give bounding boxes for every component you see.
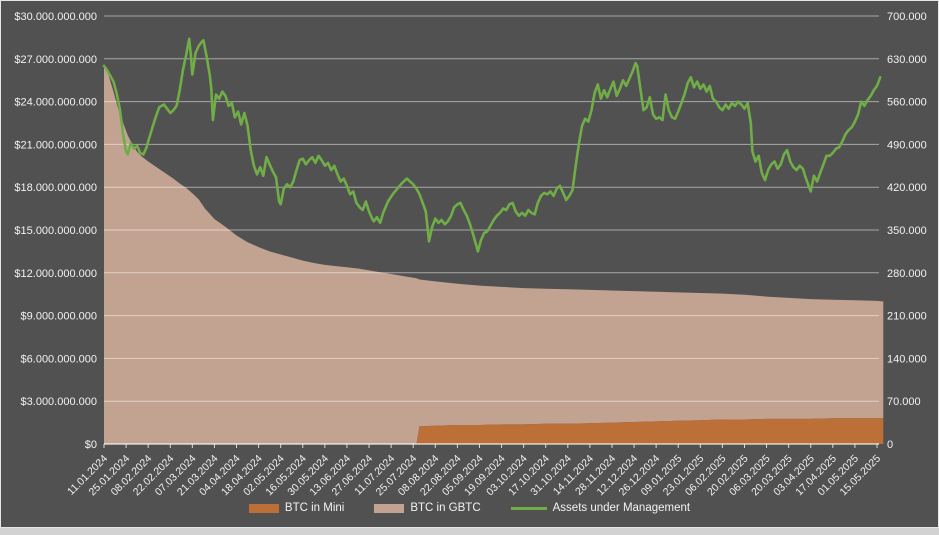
left-axis-label: $0 [85, 439, 97, 451]
legend-label-aum: Assets under Management [552, 502, 691, 514]
right-axis-label: 210.000 [887, 311, 927, 323]
left-axis-label: $15.000.000.000 [14, 225, 97, 237]
chart-legend: BTC in Mini BTC in GBTC Assets under Man… [1, 502, 938, 514]
right-axis-label: 560.000 [887, 97, 927, 109]
area-btc-in-gbtc [104, 65, 884, 444]
line-assets-under-management [102, 37, 882, 253]
right-axis-label: 0 [887, 439, 893, 451]
legend-item-btc-in-mini[interactable]: BTC in Mini [248, 502, 345, 514]
legend-swatch-gbtc-area [374, 503, 405, 513]
left-axis-label: $12.000.000.000 [14, 268, 97, 280]
right-axis-label: 350.000 [887, 225, 927, 237]
left-axis-label: $6.000.000.000 [21, 353, 97, 365]
left-axis-label: $21.000.000.000 [14, 139, 97, 151]
legend-item-aum[interactable]: Assets under Management [510, 502, 691, 514]
legend-item-btc-in-gbtc[interactable]: BTC in GBTC [374, 502, 481, 514]
legend-label-mini: BTC in Mini [284, 502, 345, 514]
left-axis-label: $24.000.000.000 [14, 97, 97, 109]
legend-label-gbtc: BTC in GBTC [410, 502, 481, 514]
left-axis-label: $9.000.000.000 [21, 311, 97, 323]
plot-area[interactable]: 11.01.202425.01.202408.02.202422.02.2024… [1, 1, 939, 501]
legend-swatch-mini-area [248, 503, 279, 513]
right-axis-label: 490.000 [887, 139, 927, 151]
right-axis-label: 280.000 [887, 268, 927, 280]
legend-swatch-aum-line [510, 506, 547, 510]
left-axis-label: $30.000.000.000 [14, 11, 97, 23]
right-axis-label: 140.000 [887, 353, 927, 365]
area-btc-in-mini [104, 418, 884, 444]
right-axis-label: 630.000 [887, 54, 927, 66]
right-axis-label: 420.000 [887, 182, 927, 194]
left-axis-label: $3.000.000.000 [21, 396, 97, 408]
left-axis-label: $18.000.000.000 [14, 182, 97, 194]
left-axis-label: $27.000.000.000 [14, 54, 97, 66]
right-axis-label: 70.000 [887, 396, 921, 408]
right-axis-label: 700.000 [887, 11, 927, 23]
